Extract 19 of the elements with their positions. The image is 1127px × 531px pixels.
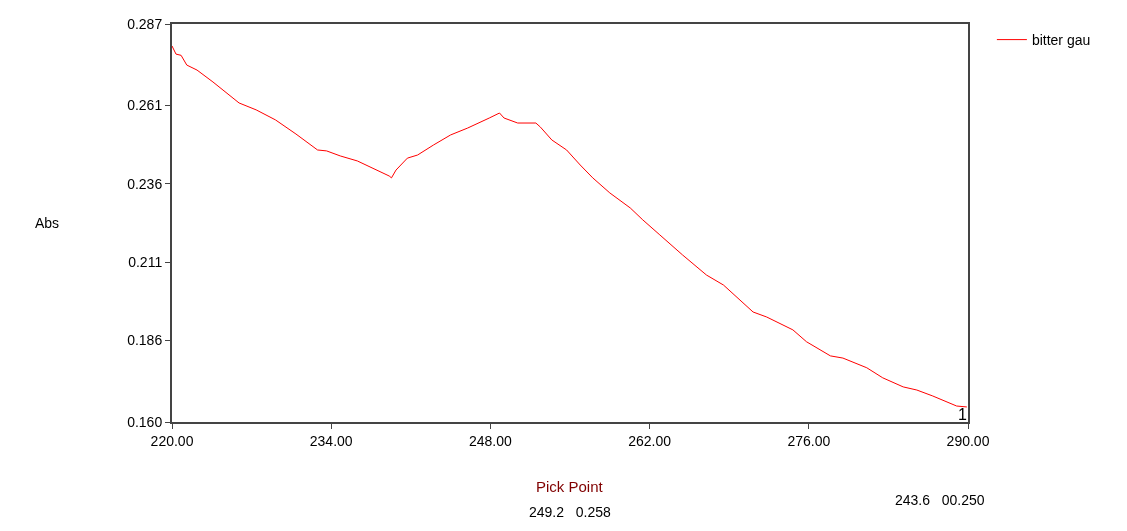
y-tick-label: 0.211 bbox=[128, 254, 163, 271]
y-tick-label: 0.236 bbox=[127, 175, 163, 192]
annotation: 1 bbox=[958, 406, 967, 423]
text: Pick Point bbox=[536, 478, 604, 495]
x-tick-label: 290.00 bbox=[946, 432, 990, 449]
y-tick-label: 0.261 bbox=[127, 97, 163, 114]
x-tick-label: 234.00 bbox=[309, 432, 353, 449]
x-tick-label: 262.00 bbox=[628, 432, 672, 449]
text: 243.6 00.250 bbox=[895, 492, 985, 508]
line-series bbox=[172, 45, 968, 408]
x-tick-label: 276.00 bbox=[787, 432, 831, 449]
y-tick-label: 0.160 bbox=[127, 413, 163, 430]
legend-label: bitter gau bbox=[1031, 32, 1091, 49]
y-axis-title: Abs bbox=[35, 215, 60, 231]
y-tick-label: 0.186 bbox=[127, 332, 163, 349]
x-tick-label: 248.00 bbox=[468, 432, 513, 449]
x-tick-label: 220.00 bbox=[150, 432, 194, 449]
y-tick-label: 0.287 bbox=[127, 15, 163, 32]
text: 249.2 0.258 bbox=[529, 504, 611, 520]
